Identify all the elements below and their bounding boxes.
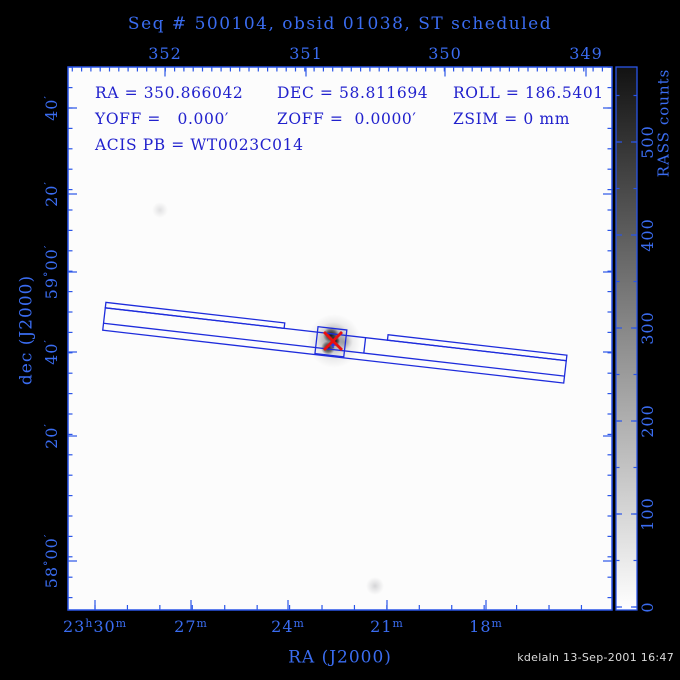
annotation-row: ACIS PB = WT0023C014 <box>95 132 604 158</box>
zsim-value: ZSIM = 0 mm <box>453 110 571 128</box>
target-x-marker <box>323 331 343 351</box>
bottom-tick-label: 21m <box>370 617 404 636</box>
annotation-row: YOFF = 0.000′ ZOFF = 0.0000′ ZSIM = 0 mm <box>95 106 604 132</box>
bottom-tick-label: 18m <box>469 617 503 636</box>
yoff-value: YOFF = 0.000′ <box>95 110 230 128</box>
colorbar-title: RASS counts <box>654 68 673 178</box>
fov-chip-edge <box>363 337 367 354</box>
left-tick-label: 59°00′ <box>42 244 61 300</box>
left-tick-label: 58°00′ <box>42 533 61 589</box>
colorbar-tick-label: 300 <box>638 311 657 345</box>
y-axis-title: dec (J2000) <box>16 274 37 386</box>
colorbar-tick-label: 400 <box>638 218 657 252</box>
bottom-tick-label: 23h30m <box>62 617 128 636</box>
colorbar-gradient <box>615 66 638 611</box>
left-tick-label: 40′ <box>42 95 61 121</box>
aimpoint-marker <box>330 342 336 348</box>
top-tick-label: 350 <box>428 44 462 63</box>
x-axis-title: RA (J2000) <box>288 647 392 668</box>
colorbar-tick-label: 0 <box>638 601 657 613</box>
top-tick-label: 352 <box>148 44 182 63</box>
bottom-tick-label: 24m <box>271 617 305 636</box>
fov-aim-square <box>314 325 348 358</box>
roll-value: ROLL = 186.5401 <box>453 84 604 102</box>
left-tick-label: 20′ <box>42 181 61 207</box>
fov-strip-main <box>102 307 567 384</box>
colorbar-tick-label: 100 <box>638 497 657 531</box>
chart-title: Seq # 500104, obsid 01038, ST scheduled <box>127 14 553 34</box>
zoff-value: ZOFF = 0.0000′ <box>277 110 417 128</box>
fov-strip-top-right <box>386 334 568 362</box>
top-tick-label: 351 <box>289 44 323 63</box>
fov-chip-divider <box>103 322 565 377</box>
annotation-row: RA = 350.866042 DEC = 58.811694 ROLL = 1… <box>95 80 604 106</box>
annotation-block: RA = 350.866042 DEC = 58.811694 ROLL = 1… <box>95 80 604 158</box>
left-tick-label: 20′ <box>42 423 61 449</box>
axis-tick-marks <box>68 66 637 610</box>
timestamp: kdelaln 13-Sep-2001 16:47 <box>517 651 674 664</box>
acis-pb-value: ACIS PB = WT0023C014 <box>95 136 304 154</box>
background-smudges <box>152 202 384 595</box>
bottom-tick-label: 27m <box>174 617 208 636</box>
fov-outline <box>102 301 568 384</box>
fov-strip-top-left <box>104 301 286 330</box>
top-tick-label: 349 <box>569 44 603 63</box>
ra-value: RA = 350.866042 <box>95 84 244 102</box>
left-tick-label: 40′ <box>42 339 61 365</box>
colorbar-tick-label: 200 <box>638 404 657 438</box>
dec-value: DEC = 58.811694 <box>277 84 429 102</box>
